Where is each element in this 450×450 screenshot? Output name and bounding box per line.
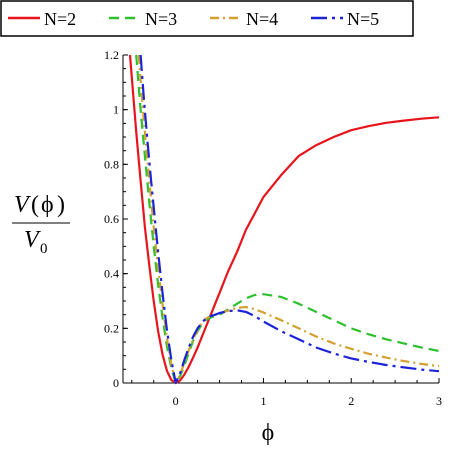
- y-tick-label: 1.2: [104, 48, 119, 62]
- ylabel-numerator-arg: ϕ: [41, 192, 54, 218]
- x-tick-label: 2: [348, 394, 354, 408]
- series-line-n3: [135, 54, 440, 385]
- ylabel-numerator-open: (: [31, 192, 39, 218]
- y-axis-label: V ( ϕ ) V 0: [12, 192, 70, 257]
- x-tick-label: 1: [260, 394, 266, 408]
- ylabel-denominator-sub: 0: [40, 241, 48, 257]
- svg-text:V: V: [24, 227, 41, 253]
- svg-text:ϕ: ϕ: [41, 192, 54, 218]
- y-tick-label: 0.4: [104, 267, 119, 281]
- svg-text:(: (: [31, 192, 39, 218]
- ylabel-denominator-v: V: [24, 227, 41, 253]
- y-tick-label: 1: [113, 103, 119, 117]
- y-tick-label: 0.8: [104, 157, 119, 171]
- svg-text:V: V: [14, 192, 31, 218]
- axes: 0 1 2 3 0 0.2 0.4 0.6 0.8 1 1.2: [104, 48, 442, 408]
- ylabel-numerator-v: V: [14, 192, 31, 218]
- series-line-n4: [137, 54, 440, 385]
- x-tick-label: 0: [173, 394, 179, 408]
- legend-label: N=2: [44, 9, 76, 29]
- x-axis-label: ϕ: [262, 420, 275, 446]
- series-line-n2: [128, 54, 440, 385]
- legend: N=2 N=3 N=4 N=5: [0, 0, 414, 37]
- legend-label: N=5: [347, 9, 379, 29]
- legend-label: N=4: [246, 9, 278, 29]
- svg-text:): ): [57, 192, 65, 218]
- legend-label: N=3: [145, 9, 177, 29]
- x-tick-label: 3: [436, 394, 442, 408]
- y-tick-label: 0.6: [104, 212, 119, 226]
- series-layer: [128, 54, 440, 385]
- y-tick-label: 0: [113, 376, 119, 390]
- ylabel-numerator-close: ): [57, 192, 65, 218]
- y-tick-label: 0.2: [104, 321, 119, 335]
- series-line-n5: [139, 54, 440, 385]
- legend-frame: [0, 0, 414, 37]
- svg-text:0: 0: [40, 241, 48, 257]
